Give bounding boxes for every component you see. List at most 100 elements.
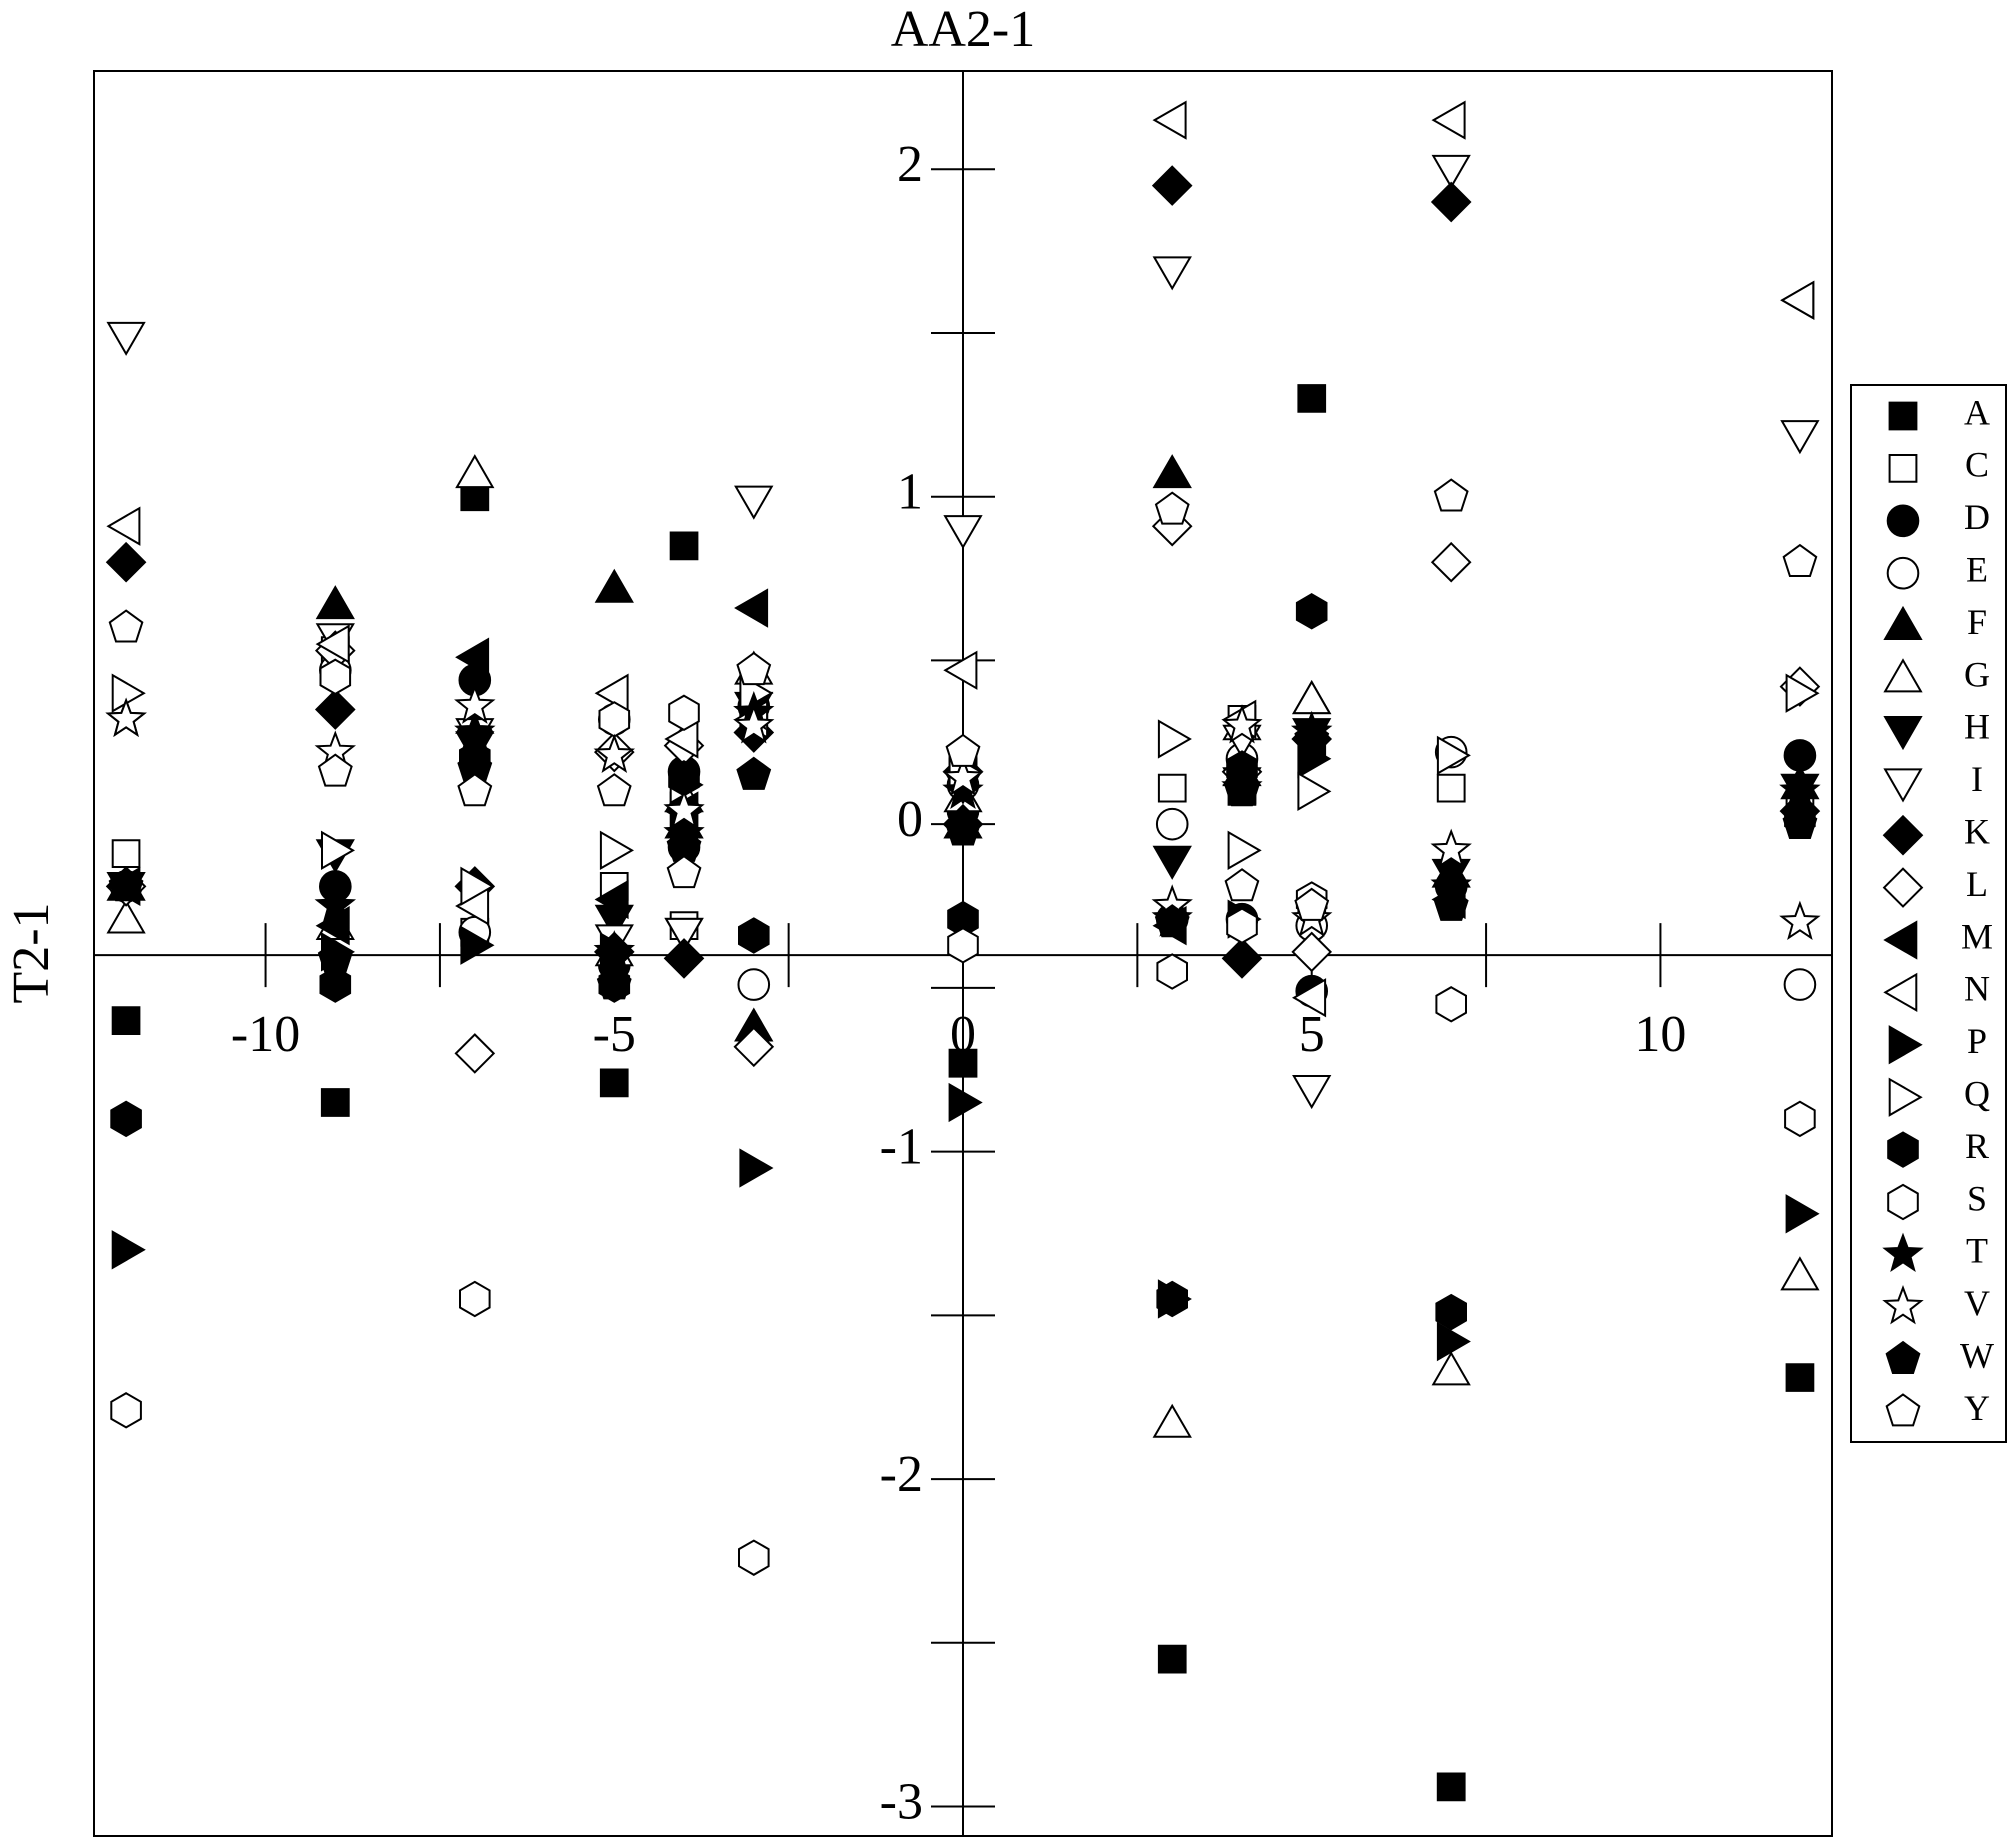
y-tick-label: 2 [897, 136, 923, 193]
legend-frame [1850, 384, 2007, 1443]
data-point [1221, 938, 1263, 979]
data-point [739, 1148, 774, 1188]
legend-label: Y [1964, 1388, 1990, 1428]
data-point [948, 1082, 983, 1123]
data-point [1780, 420, 1820, 455]
legend-label: G [1964, 654, 1990, 694]
data-point [1152, 454, 1192, 489]
data-point [594, 673, 629, 713]
x-tick-label: 10 [1634, 1006, 1686, 1063]
data-point [1154, 904, 1190, 938]
data-point [1780, 280, 1815, 320]
data-point [319, 658, 352, 696]
y-tick-label: 0 [897, 791, 923, 848]
data-point [1157, 773, 1187, 803]
data-point [736, 651, 772, 686]
data-point [1782, 543, 1818, 577]
y-tick-label: -1 [880, 1119, 923, 1176]
data-point [1782, 805, 1818, 839]
data-point [666, 854, 702, 889]
legend-label: N [1964, 969, 1990, 1009]
data-point [943, 650, 978, 690]
data-point [734, 485, 774, 520]
legend-marker [1883, 768, 1923, 803]
data-point [1227, 830, 1262, 871]
data-point [1294, 720, 1330, 754]
legend-label: E [1966, 549, 1988, 589]
y-axis-label: T2-1 [3, 902, 60, 1003]
data-point [454, 1033, 496, 1074]
data-point [108, 609, 144, 643]
data-point [599, 1068, 629, 1098]
data-point [1152, 845, 1192, 880]
data-point [459, 1280, 491, 1318]
legend-label: Q [1964, 1073, 1990, 1113]
chart-title: AA2-1 [891, 1, 1035, 58]
y-tick-label: -2 [880, 1446, 923, 1503]
legend-marker [1886, 504, 1920, 538]
data-point [1435, 986, 1467, 1023]
legend-marker [1883, 605, 1923, 640]
data-point [111, 1230, 146, 1270]
legend-marker [1882, 1232, 1924, 1273]
data-point [1436, 735, 1471, 776]
data-point [106, 321, 146, 356]
data-point [1224, 868, 1260, 902]
data-point [663, 789, 705, 829]
data-point [1783, 968, 1817, 1001]
data-point [317, 753, 353, 787]
legend-label: C [1965, 445, 1989, 485]
data-point [1157, 719, 1192, 759]
data-point [455, 454, 495, 489]
legend-label: V [1964, 1283, 1990, 1323]
data-point [106, 506, 141, 546]
data-point [1297, 384, 1327, 413]
data-point [1151, 165, 1193, 206]
data-point [594, 879, 629, 920]
legend-marker [1885, 1340, 1921, 1374]
data-point [110, 1100, 142, 1138]
data-point [733, 1026, 775, 1068]
data-point [455, 637, 490, 677]
data-point [669, 531, 699, 561]
data-point [664, 719, 699, 759]
data-point [737, 968, 771, 1001]
data-point [105, 697, 147, 738]
data-point [942, 769, 984, 810]
data-point [1295, 593, 1328, 630]
data-point [319, 966, 352, 1003]
data-point [454, 710, 496, 751]
legend-marker [1883, 658, 1923, 693]
data-point [111, 1006, 141, 1035]
data-point [1431, 154, 1471, 189]
data-point [1433, 887, 1469, 921]
data-point [596, 966, 632, 1000]
data-point [1152, 100, 1187, 140]
legend-label: D [1964, 497, 1990, 537]
y-tick-label: -3 [880, 1773, 923, 1830]
data-point [1430, 541, 1472, 583]
data-point [943, 515, 983, 550]
legend-label: S [1967, 1178, 1987, 1218]
data-point [111, 839, 141, 868]
legend-marker [1882, 814, 1924, 856]
data-point [1156, 953, 1188, 990]
data-point [593, 930, 636, 970]
data-point [1779, 900, 1821, 941]
legend-marker [1888, 454, 1918, 483]
x-tick-label: -10 [231, 1006, 300, 1063]
legend-marker [1888, 1025, 1923, 1065]
legend-marker [1883, 972, 1918, 1013]
data-point [1779, 769, 1821, 810]
data-point [317, 940, 353, 974]
data-point [460, 925, 495, 965]
data-point [1152, 256, 1192, 291]
legend-marker [1888, 401, 1918, 431]
data-point [945, 733, 981, 767]
data-point [1785, 673, 1820, 713]
legend-label: P [1967, 1021, 1987, 1061]
legend-label: R [1965, 1126, 1989, 1166]
legend-label: F [1967, 602, 1987, 642]
data-point [111, 673, 146, 713]
